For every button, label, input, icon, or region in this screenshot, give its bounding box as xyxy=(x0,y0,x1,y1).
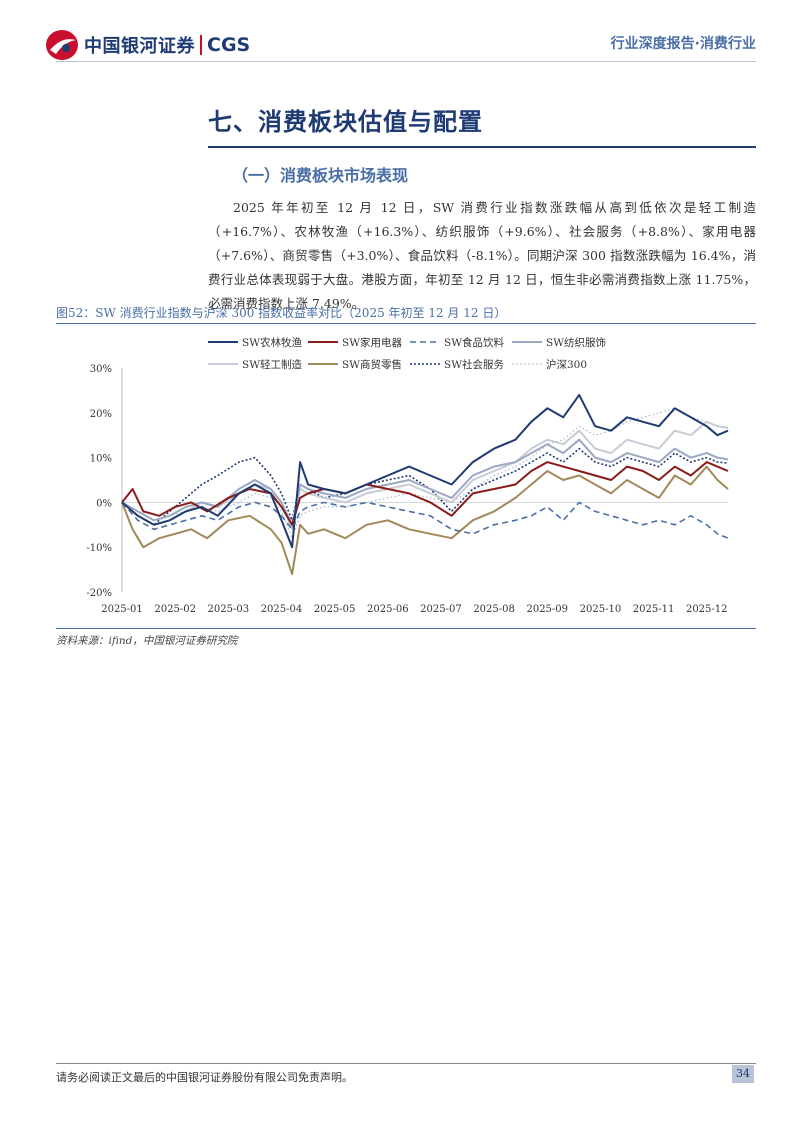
page-number: 34 xyxy=(732,1065,754,1083)
report-type-label: 行业深度报告·消费行业 xyxy=(610,36,756,52)
x-tick-label: 2025-08 xyxy=(473,604,515,615)
series-line xyxy=(121,501,729,539)
x-tick-label: 2025-07 xyxy=(420,604,462,615)
legend-label: SW农林牧渔 xyxy=(242,336,302,349)
x-tick-label: 2025-02 xyxy=(154,604,196,615)
figure-source: 资料来源：ifind，中国银河证券研究院 xyxy=(56,635,238,647)
legend-label: SW家用电器 xyxy=(342,336,402,349)
section-title: 七、消费板块估值与配置 xyxy=(208,107,483,136)
figure-top-rule xyxy=(56,323,756,324)
x-tick-label: 2025-10 xyxy=(580,604,622,615)
y-tick-label: 20% xyxy=(90,409,112,420)
header-divider xyxy=(56,61,756,62)
series-line xyxy=(121,465,729,576)
company-logo: 中国银河证券 CGS xyxy=(44,28,250,62)
legend-label: SW社会服务 xyxy=(444,358,504,371)
x-tick-label: 2025-01 xyxy=(101,604,143,615)
y-tick-label: 0% xyxy=(96,498,112,509)
galaxy-logo-icon xyxy=(46,30,78,60)
legend-label: SW纺织服饰 xyxy=(546,336,606,349)
figure-title: 图52：SW 消费行业指数与沪深 300 指数收益率对比（2025 年初至 12… xyxy=(56,306,507,320)
x-tick-label: 2025-05 xyxy=(314,604,356,615)
chart-axes: 30% 20% 10% 0% -10% -20% 2025-01 2025-02 2025-03… xyxy=(86,364,728,615)
x-tick-label: 2025-03 xyxy=(208,604,250,615)
legend-label: SW轻工制造 xyxy=(242,358,302,371)
series-line xyxy=(121,393,729,549)
series-line xyxy=(121,461,729,526)
x-tick-label: 2025-06 xyxy=(367,604,409,615)
logo-separator xyxy=(200,35,202,55)
y-tick-label: 10% xyxy=(90,454,112,465)
x-tick-label: 2025-04 xyxy=(261,604,303,615)
logo-cgs: CGS xyxy=(207,34,251,56)
y-tick-label: -20% xyxy=(86,588,112,599)
legend-label: SW食品饮料 xyxy=(444,336,504,349)
y-tick-label: 30% xyxy=(90,364,112,375)
chart-legend: SW农林牧渔 SW家用电器 SW食品饮料 SW纺织服饰 SW轻工制造 SW商贸零售 SW社会… xyxy=(208,336,606,371)
body-paragraph: 2025 年年初至 12 月 12 日，SW 消费行业指数涨跌幅从高到低依次是轻… xyxy=(208,200,756,311)
page-header: 中国银河证券 CGS 行业深度报告·消费行业 xyxy=(0,0,794,62)
line-chart: SW农林牧渔 SW家用电器 SW食品饮料 SW纺织服饰 SW轻工制造 SW商贸零售 SW社会… xyxy=(86,336,729,615)
series-line xyxy=(121,438,729,526)
x-tick-label: 2025-09 xyxy=(526,604,568,615)
section-divider xyxy=(208,146,756,148)
sub-section-title: （一）消费板块市场表现 xyxy=(232,166,409,185)
legend-label: SW商贸零售 xyxy=(342,358,402,371)
legend-label: 沪深300 xyxy=(546,358,587,371)
logo-text: 中国银河证券 xyxy=(84,36,195,57)
series-line xyxy=(121,447,729,526)
footer-divider xyxy=(56,1063,756,1064)
chart-series xyxy=(121,393,729,576)
figure-bottom-rule xyxy=(56,628,756,629)
disclaimer-text: 请务必阅读正文最后的中国银河证券股份有限公司免责声明。 xyxy=(56,1071,353,1084)
x-tick-label: 2025-12 xyxy=(686,604,728,615)
y-tick-label: -10% xyxy=(86,543,112,554)
x-tick-label: 2025-11 xyxy=(633,604,675,615)
